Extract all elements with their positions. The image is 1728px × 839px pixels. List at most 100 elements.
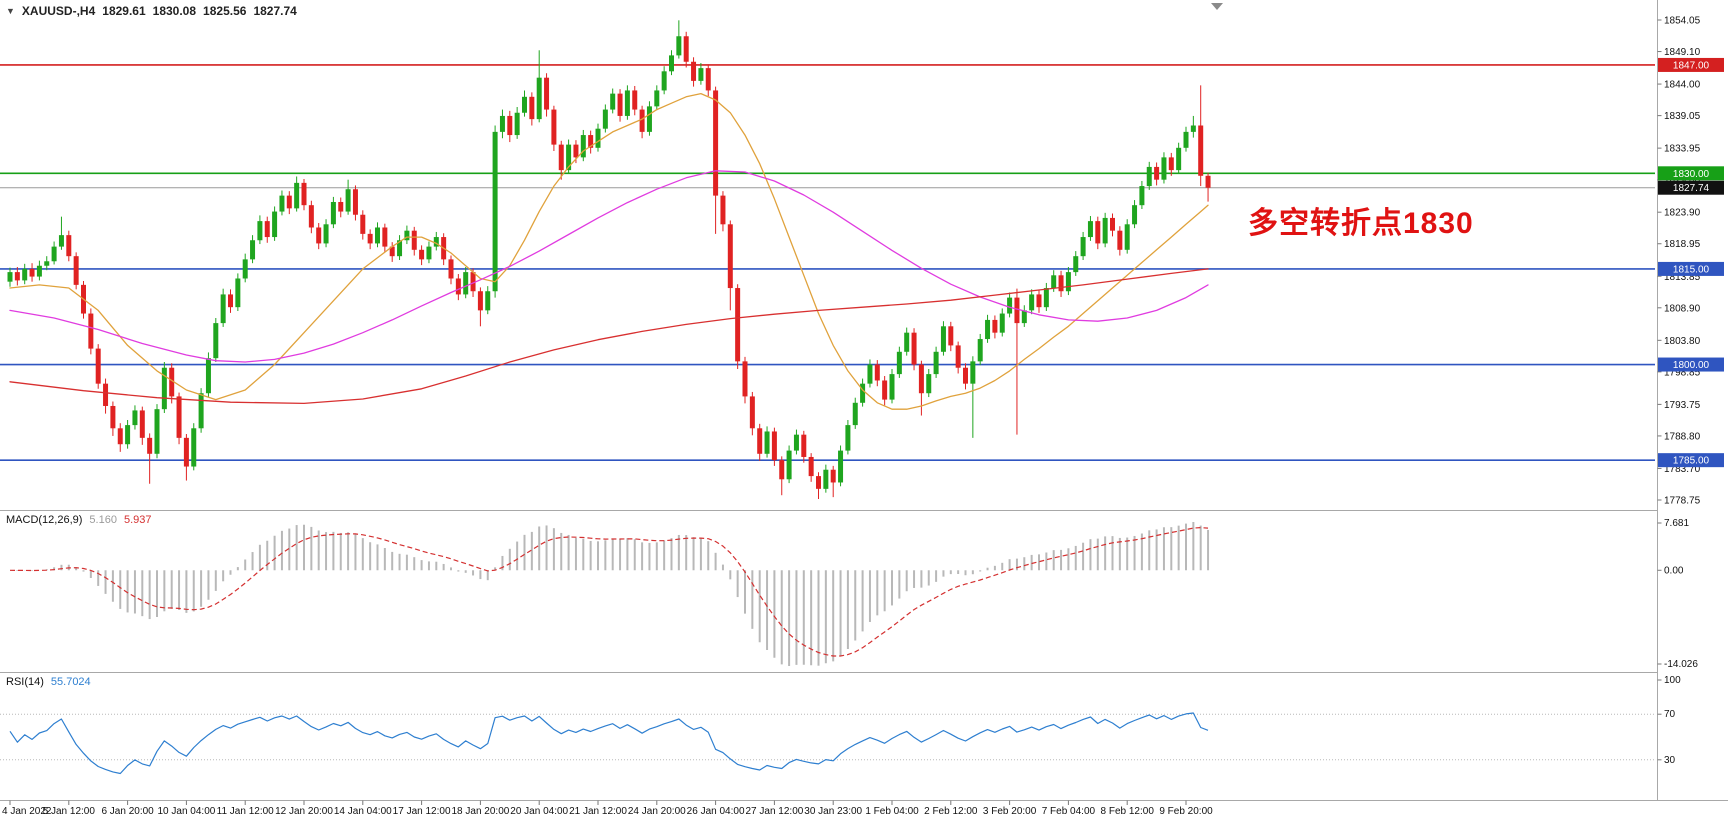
chart-shift-marker-icon[interactable] bbox=[1211, 3, 1223, 10]
candle-body bbox=[382, 227, 388, 247]
candle-body bbox=[779, 460, 785, 480]
candle-body bbox=[955, 345, 961, 368]
candle-body bbox=[882, 380, 888, 400]
candle-body bbox=[632, 90, 638, 110]
candle-body bbox=[1183, 131, 1189, 148]
candle-body bbox=[705, 68, 711, 91]
candle-body bbox=[676, 36, 682, 56]
price-axis-label: 1778.75 bbox=[1664, 496, 1701, 507]
candle-body bbox=[727, 224, 733, 289]
candle-body bbox=[1198, 125, 1204, 176]
price-level-badge bbox=[1658, 180, 1724, 195]
candle-body bbox=[1029, 294, 1035, 311]
price-level-badge bbox=[1658, 57, 1724, 72]
candle-body bbox=[264, 221, 270, 238]
time-axis-label: 3 Feb 20:00 bbox=[983, 806, 1037, 817]
candle-body bbox=[286, 195, 292, 209]
macd-axis-label: -14.026 bbox=[1664, 659, 1698, 670]
candle-body bbox=[139, 410, 145, 438]
candles bbox=[7, 20, 1211, 500]
price-axis-label: 1849.10 bbox=[1664, 47, 1701, 58]
time-axis-label: 11 Jan 12:00 bbox=[217, 806, 275, 817]
candle-body bbox=[845, 425, 851, 451]
rsi-line bbox=[9, 712, 1209, 775]
candle-body bbox=[95, 348, 101, 384]
candle-body bbox=[477, 291, 483, 311]
time-axis-label: 18 Jan 20:00 bbox=[451, 806, 509, 817]
candle-body bbox=[147, 437, 153, 454]
candle-body bbox=[536, 77, 542, 120]
candle-body bbox=[926, 374, 932, 394]
candle-body bbox=[1205, 175, 1211, 188]
price-level-badge bbox=[1658, 357, 1724, 372]
candle-body bbox=[279, 195, 285, 212]
rsi-label: RSI(14) 55.7024 bbox=[6, 676, 91, 688]
candle-body bbox=[375, 227, 380, 244]
candle-body bbox=[830, 469, 836, 483]
price-axis[interactable] bbox=[1657, 0, 1728, 800]
rsi-value: 55.7024 bbox=[50, 676, 91, 688]
collapse-icon[interactable]: ▼ bbox=[6, 6, 15, 16]
candle-body bbox=[720, 195, 726, 225]
candle-body bbox=[499, 115, 505, 132]
price-axis-label: 1823.90 bbox=[1664, 208, 1701, 219]
macd-histogram bbox=[16, 522, 1210, 666]
candle-body bbox=[448, 259, 454, 279]
price-axis-label: 1793.75 bbox=[1664, 400, 1701, 411]
candle-body bbox=[367, 233, 373, 244]
candle-body bbox=[735, 288, 741, 362]
candle-body bbox=[985, 319, 991, 340]
candle-body bbox=[198, 393, 204, 429]
candle-body bbox=[1073, 256, 1079, 273]
candle-body bbox=[51, 246, 57, 262]
candle-body bbox=[602, 109, 608, 129]
candle-body bbox=[838, 450, 844, 483]
candle-body bbox=[294, 182, 300, 209]
candle-body bbox=[1007, 297, 1013, 314]
candle-body bbox=[566, 144, 572, 171]
candle-body bbox=[639, 109, 645, 132]
candle-body bbox=[683, 36, 689, 62]
candle-body bbox=[595, 128, 601, 148]
candle-body bbox=[764, 431, 770, 454]
candle-body bbox=[852, 402, 858, 426]
candle-body bbox=[352, 189, 358, 215]
candle-body bbox=[66, 235, 72, 257]
candle-body bbox=[793, 434, 799, 451]
time-axis-label: 14 Jan 04:00 bbox=[334, 806, 392, 817]
slow-ma-line bbox=[9, 268, 1209, 405]
candle-body bbox=[874, 364, 880, 381]
time-axis-label: 20 Jan 04:00 bbox=[510, 806, 568, 817]
candle-body bbox=[646, 106, 652, 132]
candle-body bbox=[940, 326, 946, 352]
candle-body bbox=[235, 278, 241, 308]
time-axis-label: 5 Jan 12:00 bbox=[43, 806, 96, 817]
candle-body bbox=[904, 332, 910, 352]
time-axis-label: 21 Jan 12:00 bbox=[569, 806, 627, 817]
candle-body bbox=[544, 77, 550, 110]
medium-ma-line bbox=[9, 170, 1209, 363]
candle-body bbox=[419, 249, 425, 260]
candle-body bbox=[338, 201, 344, 212]
chart-header: ▼ XAUUSD-,H4 1829.61 1830.08 1825.56 182… bbox=[6, 4, 297, 18]
candle-body bbox=[110, 405, 116, 429]
candle-body bbox=[757, 428, 763, 454]
candle-body bbox=[529, 96, 535, 120]
candle-body bbox=[771, 431, 777, 461]
price-level-badge-text: 1785.00 bbox=[1673, 456, 1710, 467]
candle-body bbox=[125, 425, 131, 445]
candle-body bbox=[169, 367, 175, 397]
candle-body bbox=[411, 230, 417, 250]
candle-body bbox=[455, 278, 461, 295]
macd-name: MACD(12,26,9) bbox=[6, 514, 83, 526]
candle-body bbox=[889, 374, 895, 400]
time-axis-label: 10 Jan 04:00 bbox=[157, 806, 215, 817]
ohlc-low: 1825.56 bbox=[203, 4, 247, 18]
price-axis-label: 1829.00 bbox=[1664, 175, 1701, 186]
candle-body bbox=[205, 358, 211, 394]
candle-body bbox=[860, 383, 866, 403]
candle-body bbox=[816, 476, 821, 489]
